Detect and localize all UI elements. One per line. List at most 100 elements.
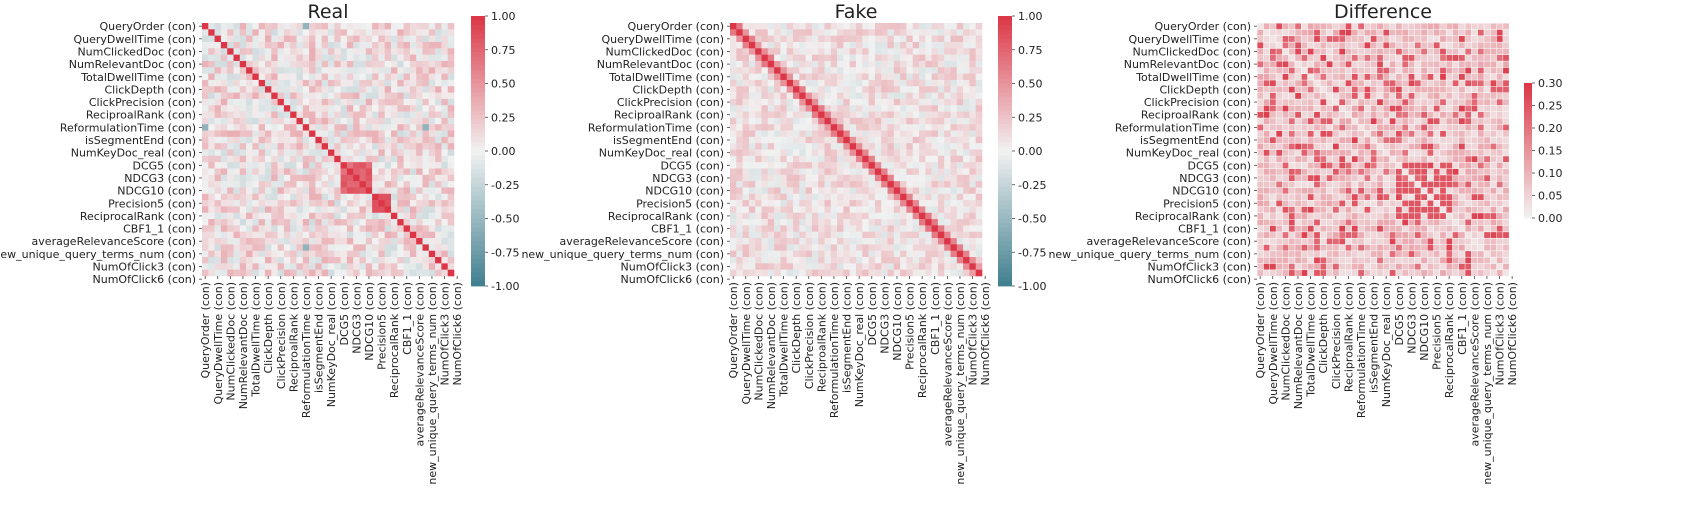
heatmap-cell [799,257,806,264]
heatmap-cell [1484,162,1490,169]
heatmap-cell [328,174,335,182]
heatmap-cell [956,73,964,81]
x-tick-label: Precision5 (con) [376,282,389,370]
heatmap-cell [1339,29,1346,36]
heatmap-cell [208,111,215,119]
heatmap-cell [422,54,430,62]
heatmap-cell [811,67,819,74]
heatmap-cell [736,41,743,49]
heatmap-cell [1383,175,1390,182]
heatmap-cell [780,206,787,214]
heatmap-cell [397,29,404,36]
heatmap-cell [912,143,920,150]
heatmap-cell [315,168,322,176]
heatmap-cell [900,29,907,36]
heatmap-cell [233,130,241,138]
x-tick-label: DCG5 (con) [338,282,351,346]
heatmap-cell [793,111,800,119]
heatmap-cell [202,193,209,201]
heatmap-cell [912,73,920,81]
heatmap-cell [893,206,901,214]
heatmap-cell [811,181,819,188]
heatmap-cell [742,244,750,252]
heatmap-cell [1383,74,1390,80]
heatmap-cell [353,67,360,74]
heatmap-cell [1326,175,1333,182]
heatmap-cell [1496,42,1503,49]
heatmap-cell [397,111,404,119]
colorbar-segment [471,137,485,143]
heatmap-cell [397,67,404,74]
heatmap-cell [893,263,901,270]
heatmap-cell [447,206,455,214]
heatmap-cell [409,73,417,81]
heatmap-cell [365,187,373,195]
heatmap-cell [1408,130,1415,137]
heatmap-cell [1288,149,1295,156]
heatmap-cell [435,149,442,157]
heatmap-cell [944,231,951,239]
heatmap-cell [321,111,329,119]
heatmap-cell [805,206,813,214]
heatmap-cell [252,212,259,220]
heatmap-cell [1471,86,1478,93]
heatmap-cell [1263,168,1270,175]
heatmap-cell [1433,168,1440,175]
heatmap-cell [227,206,234,214]
y-tick-label: DCG5 (con) [132,159,196,172]
heatmap-cell [1503,48,1509,55]
heatmap-cell [906,105,913,112]
heatmap-cell [1276,175,1283,182]
heatmap-cell [290,193,297,201]
heatmap-cell [384,48,392,55]
heatmap-cell [1320,67,1327,74]
heatmap-cell [233,92,241,100]
heatmap-cell [296,168,304,176]
heatmap-cell [919,269,926,277]
heatmap-cell [805,250,813,258]
heatmap-cell [1320,194,1327,201]
heatmap-cell [1257,67,1264,74]
heatmap-cell [1496,194,1503,201]
heatmap-cell [956,136,964,144]
heatmap-cell [315,92,322,100]
heatmap-cell [403,263,411,270]
heatmap-cell [384,212,392,220]
heatmap-cell [900,48,907,55]
heatmap-cell [761,67,769,74]
heatmap-cell [748,29,756,36]
heatmap-cell [1257,48,1264,55]
x-tick-label: QueryOrder (con) [199,282,212,379]
heatmap-cell [283,162,291,169]
heatmap-cell [774,23,781,30]
heatmap-cell [1433,36,1440,42]
heatmap-cell [748,231,756,239]
heatmap-cell [881,200,888,207]
heatmap-cell [1396,92,1402,99]
heatmap-cell [246,181,253,188]
heatmap-cell [887,263,895,270]
heatmap-cell [893,60,901,68]
heatmap-cell [340,155,348,163]
heatmap-cell [315,130,322,138]
heatmap-cell [786,212,794,220]
heatmap-cell [849,155,857,163]
heatmap-cell [353,48,360,55]
heatmap-cell [919,23,926,30]
heatmap-cell [868,48,876,55]
heatmap-cell [1446,48,1453,55]
heatmap-cell [422,41,430,49]
heatmap-cell [1408,67,1415,74]
heatmap-cell [283,174,291,182]
heatmap-cell [214,98,222,106]
heatmap-cell [220,174,228,182]
heatmap-cell [1364,232,1371,238]
heatmap-cell [912,136,920,144]
heatmap-cell [283,111,291,119]
heatmap-cell [1471,48,1478,55]
heatmap-cell [384,244,392,252]
heatmap-cell [748,168,756,176]
heatmap-cell [1377,99,1383,106]
heatmap-cell [265,238,272,245]
heatmap-cell [1427,168,1434,175]
